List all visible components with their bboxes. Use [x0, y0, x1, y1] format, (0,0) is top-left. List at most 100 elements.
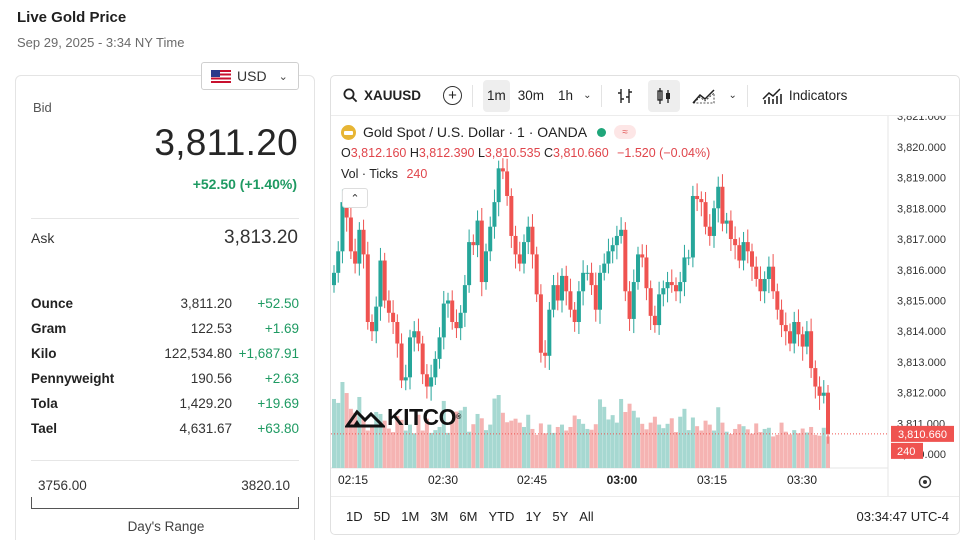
unit-change: +19.69 — [257, 396, 299, 411]
collapse-legend-button[interactable]: ⌃ — [342, 188, 368, 208]
range-6m-button[interactable]: 6M — [459, 509, 478, 524]
range-5y-button[interactable]: 5Y — [552, 509, 569, 524]
candle-body — [762, 278, 767, 292]
candle-body — [648, 288, 653, 316]
candle-body — [395, 322, 400, 344]
volume-bar — [779, 422, 784, 468]
symbol-search[interactable]: XAUUSD — [343, 88, 421, 103]
candle-body — [610, 245, 615, 252]
range-3m-button[interactable]: 3M — [430, 509, 449, 524]
candle-body — [340, 202, 345, 252]
volume-bar — [386, 428, 391, 468]
range-ytd-button[interactable]: YTD — [488, 509, 515, 524]
chevron-down-icon: ⌄ — [278, 70, 288, 83]
volume-bar — [420, 430, 425, 468]
volume-bar — [361, 418, 366, 468]
candle-body — [750, 251, 754, 267]
symbol-label: XAUUSD — [364, 88, 422, 103]
days-range-label: Day's Range — [127, 519, 205, 534]
candle-body — [336, 251, 341, 273]
currency-select[interactable]: USD ⌄ — [201, 62, 299, 90]
volume-bar — [733, 428, 738, 468]
interval-30m-button[interactable]: 30m — [517, 88, 545, 103]
volume-bar — [699, 430, 704, 468]
volume-bar — [640, 423, 645, 468]
range-1d-button[interactable]: 1D — [346, 509, 363, 524]
area-style-button[interactable] — [688, 80, 720, 112]
unit-row: Tael 4,631.67 +63.80 — [31, 416, 299, 441]
volume-bar — [526, 414, 531, 468]
volume-bar — [484, 430, 488, 468]
volume-bar — [357, 396, 362, 468]
candle-body — [555, 285, 560, 301]
range-1y-button[interactable]: 1Y — [525, 509, 542, 524]
candle-body — [631, 282, 636, 319]
time-tick-label: 03:15 — [697, 473, 727, 487]
unit-name: Tola — [31, 396, 58, 411]
divider — [31, 460, 299, 461]
ohlc-bars-icon — [618, 88, 633, 103]
unit-price: 122,534.80 — [164, 346, 232, 361]
chart-clock[interactable]: 03:34:47 UTC-4 — [856, 509, 950, 524]
change-value: −1.520 (−0.04%) — [617, 146, 711, 160]
candle-body — [817, 386, 822, 396]
price-tick-label: 3,818.000 — [897, 203, 946, 215]
volume-bar — [783, 431, 788, 468]
candle-body — [484, 251, 488, 283]
last-price-label: 3,810.660 — [898, 429, 947, 441]
volume-bar — [737, 424, 742, 468]
compare-plus-icon[interactable]: + — [443, 86, 463, 105]
volume-bar — [602, 406, 607, 468]
candle-body — [657, 294, 662, 326]
open-value: 3,812.160 — [350, 146, 407, 160]
price-tick-label: 3,815.000 — [897, 295, 946, 307]
price-tick-label: 3,820.000 — [897, 142, 946, 154]
candle-body — [509, 195, 514, 236]
candle-body — [640, 254, 645, 258]
volume-bar — [648, 422, 653, 468]
unit-row: Tola 1,429.20 +19.69 — [31, 391, 299, 416]
volume-bar — [652, 416, 657, 468]
volume-bar — [560, 424, 564, 468]
ohlc-legend: O3,812.160 H3,812.390 L3,810.535 C3,810.… — [341, 146, 710, 160]
volume-bar — [365, 430, 370, 468]
range-5d-button[interactable]: 5D — [373, 509, 391, 524]
candle-body — [771, 266, 776, 292]
instrument-name: Gold Spot / U.S. Dollar · 1 · OANDA — [363, 124, 588, 140]
indicators-button[interactable]: Indicators — [758, 80, 852, 112]
range-1m-button[interactable]: 1M — [401, 509, 420, 524]
volume-bar — [771, 436, 776, 468]
bar-style-button[interactable] — [612, 80, 638, 112]
volume-bar — [348, 408, 353, 468]
volume-bar — [509, 420, 514, 468]
candle-body — [636, 254, 640, 283]
chevron-down-icon[interactable]: ⌄ — [728, 90, 737, 101]
interval-1h-button[interactable]: 1h — [558, 88, 574, 103]
volume-bar — [429, 432, 434, 468]
candle-body — [361, 229, 366, 255]
price-chart[interactable]: 3,821.000 3,820.000 3,819.000 3,818.000 3,81… — [331, 116, 960, 496]
candle-body — [467, 242, 472, 286]
low-value: 3,810.535 — [484, 146, 541, 160]
volume-bar — [809, 426, 814, 468]
volume-bar — [623, 411, 628, 468]
chevron-down-icon[interactable]: ⌄ — [583, 90, 592, 101]
candle-style-button[interactable] — [648, 79, 681, 112]
interval-1m-button[interactable]: 1m — [483, 79, 510, 112]
price-tick-label: 3,817.000 — [897, 234, 946, 246]
volume-bar — [479, 418, 484, 468]
chart-widget: XAUUSD + 1m 30m 1h ⌄ ⌄ Indicators — [330, 75, 960, 535]
candle-body — [564, 275, 569, 292]
volume-bar — [758, 432, 763, 468]
range-all-button[interactable]: All — [579, 509, 594, 524]
candle-body — [568, 291, 573, 310]
volume-bar — [547, 424, 552, 468]
volume-bar — [627, 403, 632, 468]
candle-body — [695, 195, 700, 200]
candle-body — [378, 260, 383, 307]
unit-price: 122.53 — [190, 321, 232, 336]
indicators-label: Indicators — [788, 88, 848, 103]
page-title: Live Gold Price — [17, 9, 127, 26]
candle-body — [720, 186, 725, 224]
approx-badge: ≈ — [614, 125, 637, 139]
